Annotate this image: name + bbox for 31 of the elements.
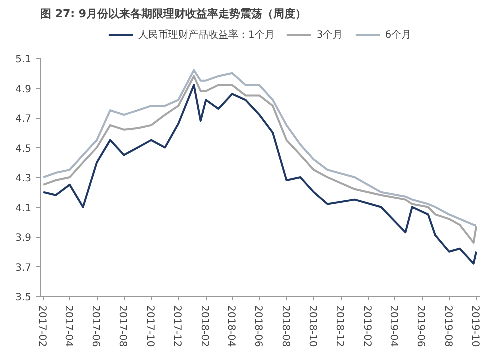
y-tick-label: 4.1 xyxy=(16,203,32,214)
legend-label: 人民币理财产品收益率：1个月 xyxy=(138,28,275,42)
y-tick-label: 4.9 xyxy=(16,84,32,96)
y-tick-label: 3.5 xyxy=(16,292,32,304)
legend-label: 6个月 xyxy=(385,29,412,42)
x-tick-label: 2019-10 xyxy=(469,306,480,348)
x-tick-label: 2018-12 xyxy=(334,306,346,348)
x-tick-label: 2019-04 xyxy=(388,306,399,348)
x-tick-label: 2018-02 xyxy=(199,306,210,348)
x-tick-label: 2017-12 xyxy=(172,306,183,348)
y-tick-label: 3.7 xyxy=(16,262,32,274)
y-tick-label: 4.5 xyxy=(16,144,32,155)
y-tick-label: 5.1 xyxy=(16,54,32,66)
x-tick-label: 2017-10 xyxy=(144,306,156,348)
x-tick-label: 2017-02 xyxy=(36,306,48,348)
x-tick-label: 2018-10 xyxy=(306,306,318,348)
x-tick-label: 2017-04 xyxy=(62,306,74,348)
line-series xyxy=(42,84,478,265)
x-tick-label: 2019-02 xyxy=(362,306,373,348)
x-tick-label: 2017-08 xyxy=(117,306,128,348)
y-tick-label: 3.9 xyxy=(16,233,32,244)
legend-label: 3个月 xyxy=(316,29,344,42)
x-tick-label: 2017-06 xyxy=(90,306,102,348)
x-tick-label: 2018-04 xyxy=(225,306,236,348)
chart-title: 图 27: 9月份以来各期限理财收益率走势震荡（周度） xyxy=(40,8,307,20)
x-tick-label: 2018-08 xyxy=(280,306,291,348)
x-tick-label: 2019-08 xyxy=(442,306,454,348)
y-tick-label: 4.3 xyxy=(16,174,32,184)
x-tick-label: 2019-06 xyxy=(415,306,426,348)
y-tick-label: 4.7 xyxy=(16,114,32,125)
x-tick-label: 2018-06 xyxy=(252,306,264,348)
